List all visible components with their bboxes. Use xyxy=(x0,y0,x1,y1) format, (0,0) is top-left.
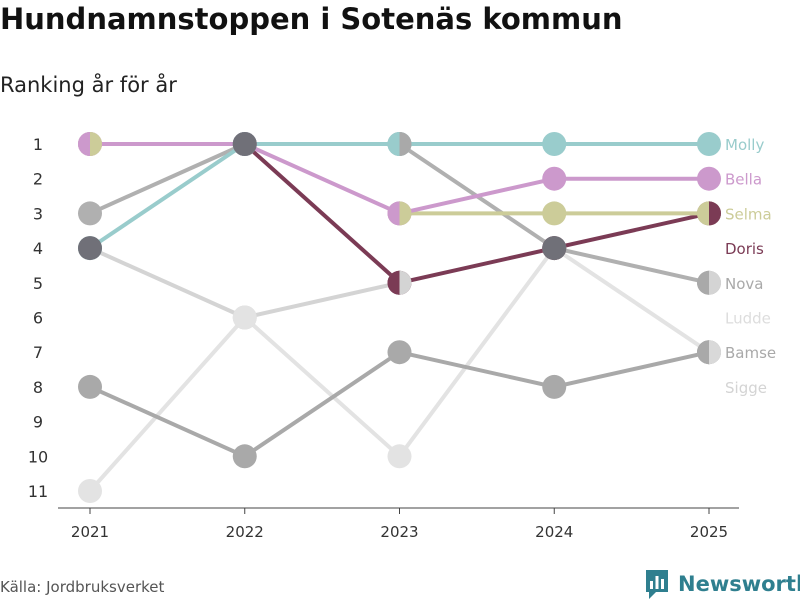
source-note: Källa: Jordbruksverket xyxy=(0,578,165,596)
legend-label-bella: Bella xyxy=(725,171,762,189)
legend-label-doris: Doris xyxy=(725,240,764,258)
y-tick-label-9: 9 xyxy=(33,413,43,432)
y-tick-label-10: 10 xyxy=(28,447,48,466)
y-tick-label-7: 7 xyxy=(33,343,43,362)
split-marker-right-2021-1 xyxy=(90,132,102,156)
brand-logo[interactable]: Newsworthy xyxy=(644,568,800,600)
line-nova-2024 xyxy=(552,246,711,285)
legend-label-sigge: Sigge xyxy=(725,379,767,397)
bump-chart: 2021 2022 2023 2024 2025 1 2 3 4 5 6 7 8 9 10 11 Molly B… xyxy=(28,132,776,541)
line-ludde-2023 xyxy=(397,246,557,459)
brand-name: Newsworthy xyxy=(678,572,800,596)
line-doris-2023 xyxy=(397,246,557,285)
legend-label-bamse: Bamse xyxy=(725,344,776,362)
merged-marker-2021-4 xyxy=(78,236,102,261)
marker-bella-2025 xyxy=(697,166,721,191)
split-marker-left-2023-3 xyxy=(387,201,400,226)
line-nova-2021 xyxy=(88,142,247,216)
split-marker-left-2025-7 xyxy=(697,340,709,365)
x-tick-label-2024: 2024 xyxy=(535,523,573,541)
chart-subtitle: Ranking år för år xyxy=(0,73,177,97)
line-sigge-2022 xyxy=(242,280,402,320)
newsworthy-logo-icon xyxy=(646,570,668,599)
line-bella-2023 xyxy=(397,176,557,216)
legend: Molly Bella Selma Doris Nova Ludde Bamse Sigge xyxy=(725,136,776,397)
y-tick-label-11: 11 xyxy=(28,482,48,501)
marker-bamse-2023 xyxy=(387,340,412,365)
line-doris-2024 xyxy=(552,211,711,251)
split-marker-right-2023-1 xyxy=(399,132,412,156)
marker-molly-2025 xyxy=(697,132,721,156)
y-tick-label-5: 5 xyxy=(33,274,43,293)
split-marker-right-2025-3 xyxy=(709,201,721,226)
legend-label-ludde: Ludde xyxy=(725,310,771,328)
line-bamse-2024 xyxy=(552,350,711,389)
axes: 2021 2022 2023 2024 2025 1 2 3 4 5 6 7 8 9 10 11 xyxy=(28,135,739,541)
y-tick-label-8: 8 xyxy=(33,378,43,397)
marker-molly-2024 xyxy=(542,132,567,156)
legend-label-molly: Molly xyxy=(725,136,764,154)
line-ludde-2022 xyxy=(242,315,402,459)
series-markers xyxy=(78,132,721,503)
legend-label-nova: Nova xyxy=(725,275,763,293)
marker-bella-2024 xyxy=(542,166,567,191)
split-marker-left-2025-3 xyxy=(697,201,709,226)
merged-marker-2022-1 xyxy=(232,132,257,156)
x-tick-label-2022: 2022 xyxy=(226,523,264,541)
split-marker-right-2023-3 xyxy=(399,201,412,226)
line-bamse-2023 xyxy=(397,350,557,389)
split-marker-left-2025-5 xyxy=(697,270,709,295)
marker-bamse-2022 xyxy=(232,444,257,469)
split-marker-right-2025-5 xyxy=(709,270,721,295)
line-molly-2021 xyxy=(88,142,247,251)
line-bamse-2021 xyxy=(88,384,247,459)
marker-nova-2021 xyxy=(78,201,102,226)
marker-ludde-2023 xyxy=(387,444,412,469)
line-sigge-2021 xyxy=(88,246,247,320)
series-lines xyxy=(88,142,711,493)
marker-bamse-2021 xyxy=(78,374,102,399)
legend-label-selma: Selma xyxy=(725,205,772,223)
marker-bamse-2024 xyxy=(542,374,567,399)
line-bamse-2022 xyxy=(242,350,402,459)
split-marker-left-2021-1 xyxy=(78,132,90,156)
line-doris-2022 xyxy=(242,142,402,285)
split-marker-right-2023-5 xyxy=(399,270,412,295)
y-tick-label-4: 4 xyxy=(33,239,43,258)
split-marker-right-2025-7 xyxy=(709,340,721,365)
marker-selma-2024 xyxy=(542,201,567,226)
x-tick-label-2021: 2021 xyxy=(71,523,109,541)
marker-ludde-2021 xyxy=(78,479,102,503)
line-ludde-2024 xyxy=(552,246,711,355)
line-ludde-2021 xyxy=(88,315,247,493)
x-tick-label-2023: 2023 xyxy=(380,523,418,541)
chart-title: Hundnamnstoppen i Sotenäs kommun xyxy=(0,2,623,36)
split-marker-left-2023-5 xyxy=(387,270,400,295)
y-tick-label-2: 2 xyxy=(33,170,43,189)
y-tick-label-6: 6 xyxy=(33,309,43,328)
line-bella-2022 xyxy=(242,142,402,216)
y-tick-label-1: 1 xyxy=(33,135,43,154)
y-tick-label-3: 3 xyxy=(33,204,43,223)
marker-ludde-2022 xyxy=(232,305,257,330)
merged-marker-2024-4 xyxy=(542,236,567,261)
split-marker-left-2023-1 xyxy=(387,132,400,156)
x-tick-label-2025: 2025 xyxy=(690,523,728,541)
